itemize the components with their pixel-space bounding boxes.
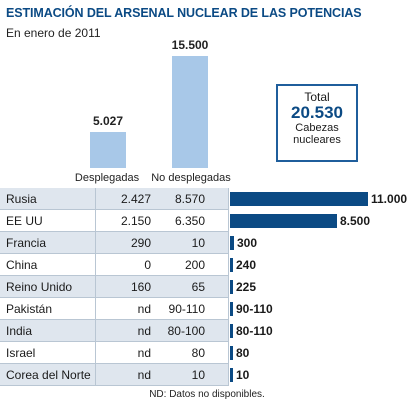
- total-bar: [230, 324, 233, 338]
- row-separator: [0, 363, 228, 364]
- desplegadas-cell: 2.150: [120, 214, 151, 228]
- row-background: [0, 276, 228, 298]
- no-desplegadas-cell: 90-110: [168, 302, 205, 316]
- no-desplegadas-value: 15.500: [171, 38, 209, 52]
- column-divider: [228, 188, 229, 386]
- no-desplegadas-bar: [172, 56, 208, 168]
- country-name: EE UU: [6, 214, 43, 228]
- no-desplegadas-cell: 200: [184, 258, 205, 272]
- total-bar-label: 80-110: [236, 324, 273, 338]
- table-row: Pakistán nd 90-110 90-110: [0, 298, 414, 320]
- table-row: Corea del Norte nd 10 10: [0, 364, 414, 386]
- no-desplegadas-cell: 80-100: [167, 324, 205, 338]
- no-desplegadas-label: No desplegadas: [151, 172, 231, 184]
- table-row: Israel nd 80 80: [0, 342, 414, 364]
- desplegadas-cell: 2.427: [120, 192, 151, 206]
- total-box: Total 20.530 Cabezas nucleares: [276, 84, 358, 162]
- row-background: [0, 188, 228, 210]
- country-name: Francia: [6, 236, 47, 250]
- table-row: China 0 200 240: [0, 254, 414, 276]
- total-bar: [230, 192, 368, 206]
- no-desplegadas-cell: 10: [191, 236, 205, 250]
- total-bar-label: 10: [236, 368, 250, 382]
- row-background: [0, 364, 228, 386]
- total-bar-label: 80: [236, 346, 250, 360]
- total-bar: [230, 368, 233, 382]
- no-desplegadas-cell: 65: [191, 280, 205, 294]
- chart-subtitle: En enero de 2011: [6, 26, 101, 40]
- no-desplegadas-cell: 6.350: [174, 214, 205, 228]
- desplegadas-value: 5.027: [92, 114, 124, 128]
- desplegadas-cell: nd: [137, 346, 151, 360]
- table-row: India nd 80-100 80-110: [0, 320, 414, 342]
- total-bar-label: 225: [236, 280, 257, 294]
- desplegadas-cell: nd: [137, 302, 151, 316]
- total-bar: [230, 346, 233, 360]
- footnote: ND: Datos no disponibles.: [149, 389, 265, 400]
- country-name: Reino Unido: [6, 280, 73, 294]
- row-background: [0, 232, 228, 254]
- country-name: China: [6, 258, 38, 272]
- table-row: Rusia 2.427 8.570 11.000: [0, 188, 414, 210]
- total-bar-label: 8.500: [340, 214, 371, 228]
- total-label: Total: [304, 90, 330, 104]
- country-name: Rusia: [6, 192, 37, 206]
- desplegadas-cell: nd: [137, 368, 151, 382]
- country-name: Corea del Norte: [6, 368, 91, 382]
- total-bar-label: 240: [236, 258, 257, 272]
- country-name: India: [6, 324, 33, 338]
- total-bar-label: 11.000: [371, 192, 408, 206]
- total-caption-1: Cabezas: [295, 122, 339, 134]
- desplegadas-label: Desplegadas: [74, 172, 140, 184]
- row-separator: [0, 319, 228, 320]
- table-row: Reino Unido 160 65 225: [0, 276, 414, 298]
- total-bar-label: 300: [237, 236, 258, 250]
- row-separator: [0, 275, 228, 276]
- total-bar-label: 90-110: [236, 302, 273, 316]
- total-caption-2: nucleares: [293, 134, 341, 146]
- row-separator: [0, 253, 228, 254]
- desplegadas-bar: [90, 132, 126, 168]
- row-separator: [0, 297, 228, 298]
- row-separator: [0, 341, 228, 342]
- row-separator: [0, 231, 228, 232]
- table-row: Francia 290 10 300: [0, 232, 414, 254]
- desplegadas-cell: 160: [130, 280, 151, 294]
- total-value: 20.530: [291, 103, 343, 122]
- column-divider: [95, 188, 96, 386]
- row-background: [0, 320, 228, 342]
- desplegadas-cell: 290: [130, 236, 151, 250]
- row-separator: [0, 385, 228, 386]
- no-desplegadas-cell: 8.570: [174, 192, 205, 206]
- total-bar: [230, 280, 233, 294]
- total-bar: [230, 302, 233, 316]
- desplegadas-cell: 0: [144, 258, 151, 272]
- total-bar: [230, 214, 337, 228]
- total-bar: [230, 258, 233, 272]
- chart-title: ESTIMACIÓN DEL ARSENAL NUCLEAR DE LAS PO…: [6, 6, 362, 20]
- total-bar: [230, 236, 234, 250]
- row-separator: [0, 209, 228, 210]
- table-row: EE UU 2.150 6.350 8.500: [0, 210, 414, 232]
- country-name: Pakistán: [6, 302, 53, 316]
- desplegadas-cell: nd: [137, 324, 151, 338]
- no-desplegadas-cell: 80: [191, 346, 205, 360]
- country-name: Israel: [6, 346, 36, 360]
- summary-bars: 5.027 Desplegadas 15.500 No desplegadas: [0, 0, 414, 190]
- no-desplegadas-cell: 10: [191, 368, 205, 382]
